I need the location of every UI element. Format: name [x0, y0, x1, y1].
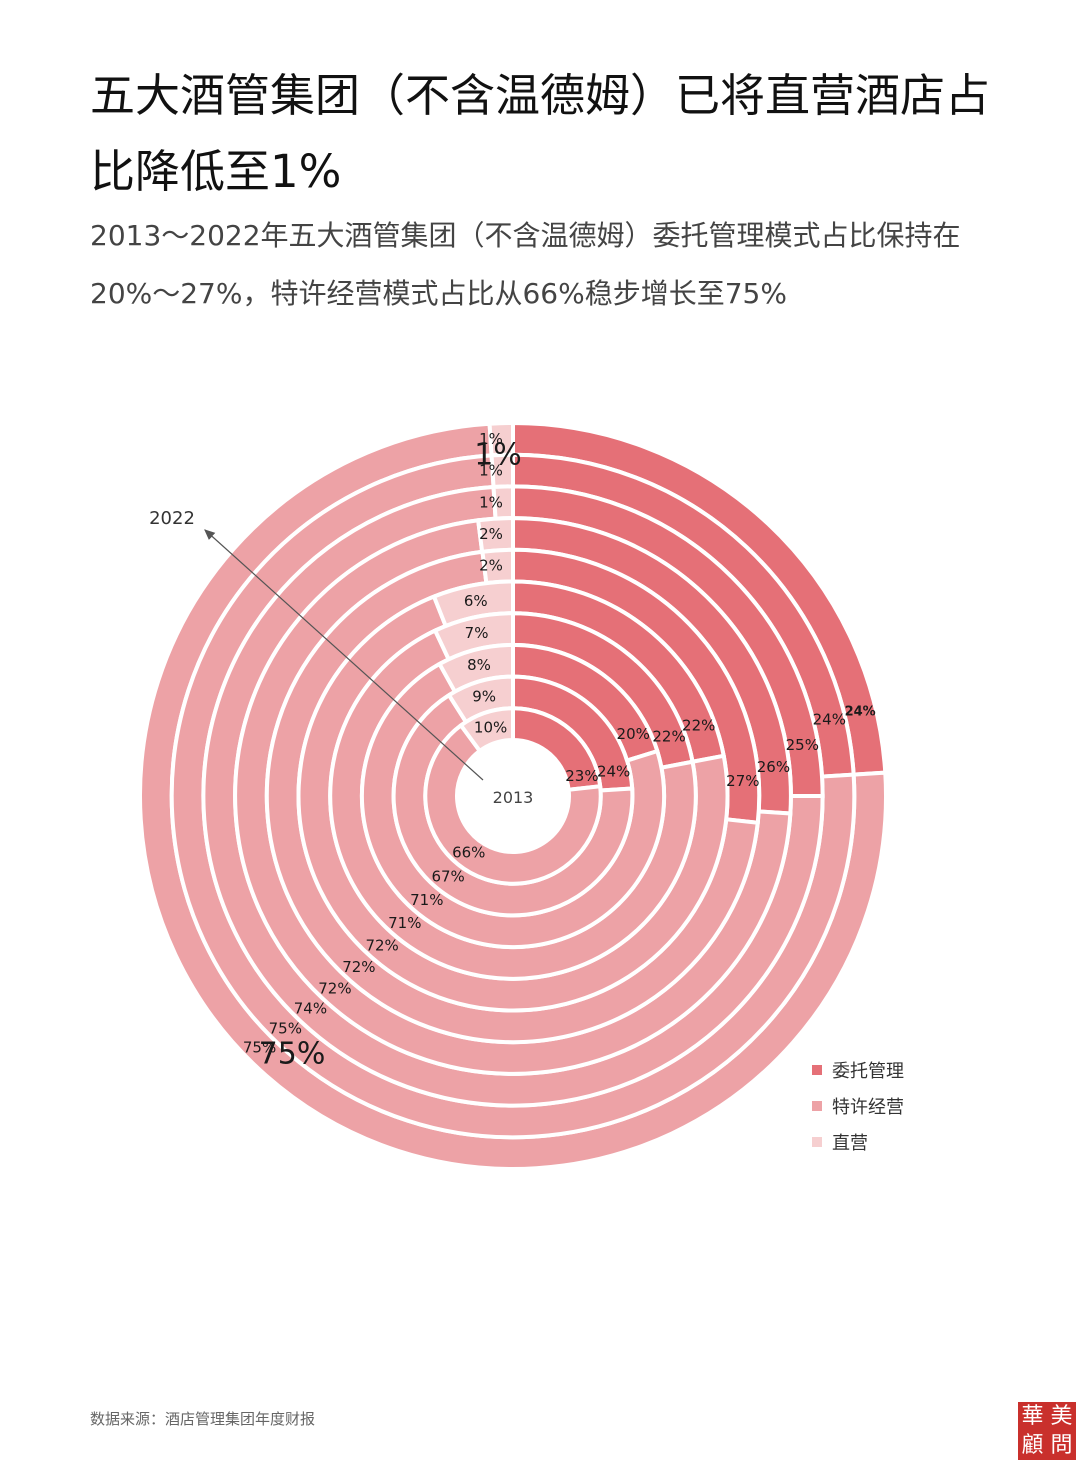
ring-segment-direct-2013 — [458, 706, 515, 754]
label-franchise-2019: 72% — [318, 979, 351, 997]
legend-swatch-managed — [812, 1065, 822, 1075]
label-franchise-2015: 71% — [410, 891, 443, 909]
arrow-line — [204, 529, 484, 781]
label-direct-2018: 2% — [479, 557, 503, 575]
label-direct-2015: 8% — [467, 656, 491, 674]
label-franchise-2016: 71% — [388, 914, 421, 932]
legend-label-managed: 委托管理 — [832, 1061, 904, 1082]
year-direction-arrow: 2022 2013 — [149, 508, 533, 807]
label-direct-2020: 1% — [479, 493, 503, 511]
label-direct-2017: 6% — [464, 592, 488, 610]
legend-item-direct: 直营 — [812, 1124, 904, 1160]
seal-char-4: 問 — [1050, 1433, 1073, 1458]
legend-swatch-franchise — [812, 1101, 822, 1111]
chart-labels: 23% 66% 10% 24% 67% 9% 20% 71% 8% 22% 71% 7% 22% 72% 6… — [243, 430, 876, 1072]
brand-seal-logo: 華 美 顧 問 — [1018, 1402, 1076, 1460]
chart-title: 五大酒管集团（不含温德姆）已将直营酒店占比降低至1% — [90, 69, 991, 198]
legend-item-managed: 委托管理 — [812, 1052, 904, 1088]
label-managed-2013: 23% — [565, 767, 598, 785]
outer-year-label: 2022 — [149, 508, 195, 529]
chart-subtitle: 2013～2022年五大酒管集团（不含温德姆）委托管理模式占比保持在20%～27… — [90, 219, 961, 310]
label-franchise-2014: 67% — [431, 868, 464, 886]
label-direct-2021: 1% — [479, 462, 503, 480]
label-direct-2013: 10% — [474, 719, 507, 737]
label-franchise-2017: 72% — [365, 936, 398, 954]
chart-legend: 委托管理 特许经营 直营 — [812, 1052, 904, 1160]
highlight-label-franchise-2022: 75% — [259, 1037, 326, 1072]
label-managed-2021: 24% — [813, 710, 846, 728]
chart-rings — [138, 420, 888, 1171]
label-managed-2015: 20% — [617, 725, 650, 743]
data-source-note: 数据来源：酒店管理集团年度财报 — [90, 1410, 316, 1428]
seal-char-3: 顧 — [1021, 1433, 1044, 1458]
legend-label-franchise: 特许经营 — [832, 1097, 904, 1118]
label-managed-2020: 25% — [786, 736, 819, 754]
inner-year-label: 2013 — [493, 788, 534, 807]
legend-label-direct: 直营 — [832, 1133, 868, 1154]
label-managed-2019: 26% — [757, 758, 790, 776]
label-managed-2014: 24% — [597, 763, 630, 781]
ring-segment-franchise-2013 — [423, 722, 603, 886]
legend-item-franchise: 特许经营 — [812, 1088, 904, 1124]
seal-char-1: 華 — [1021, 1404, 1044, 1429]
label-franchise-2020: 74% — [294, 1000, 327, 1018]
label-franchise-2013: 66% — [452, 844, 485, 862]
label-franchise-2022: 75% — [243, 1039, 276, 1057]
label-managed-2016: 22% — [652, 728, 685, 746]
label-direct-2022: 1% — [479, 430, 503, 448]
label-direct-2014: 9% — [472, 688, 496, 706]
label-franchise-2021: 75% — [269, 1020, 302, 1038]
label-managed-2022: 24% — [845, 705, 876, 720]
legend-swatch-direct — [812, 1137, 822, 1147]
label-direct-2016: 7% — [465, 624, 489, 642]
highlight-label-direct-2022: 1% — [474, 438, 522, 473]
label-managed-2017: 22% — [682, 716, 715, 734]
seal-char-2: 美 — [1050, 1404, 1073, 1429]
label-direct-2019: 2% — [479, 525, 503, 543]
label-franchise-2018: 72% — [342, 958, 375, 976]
label-managed-2018: 27% — [726, 772, 759, 790]
